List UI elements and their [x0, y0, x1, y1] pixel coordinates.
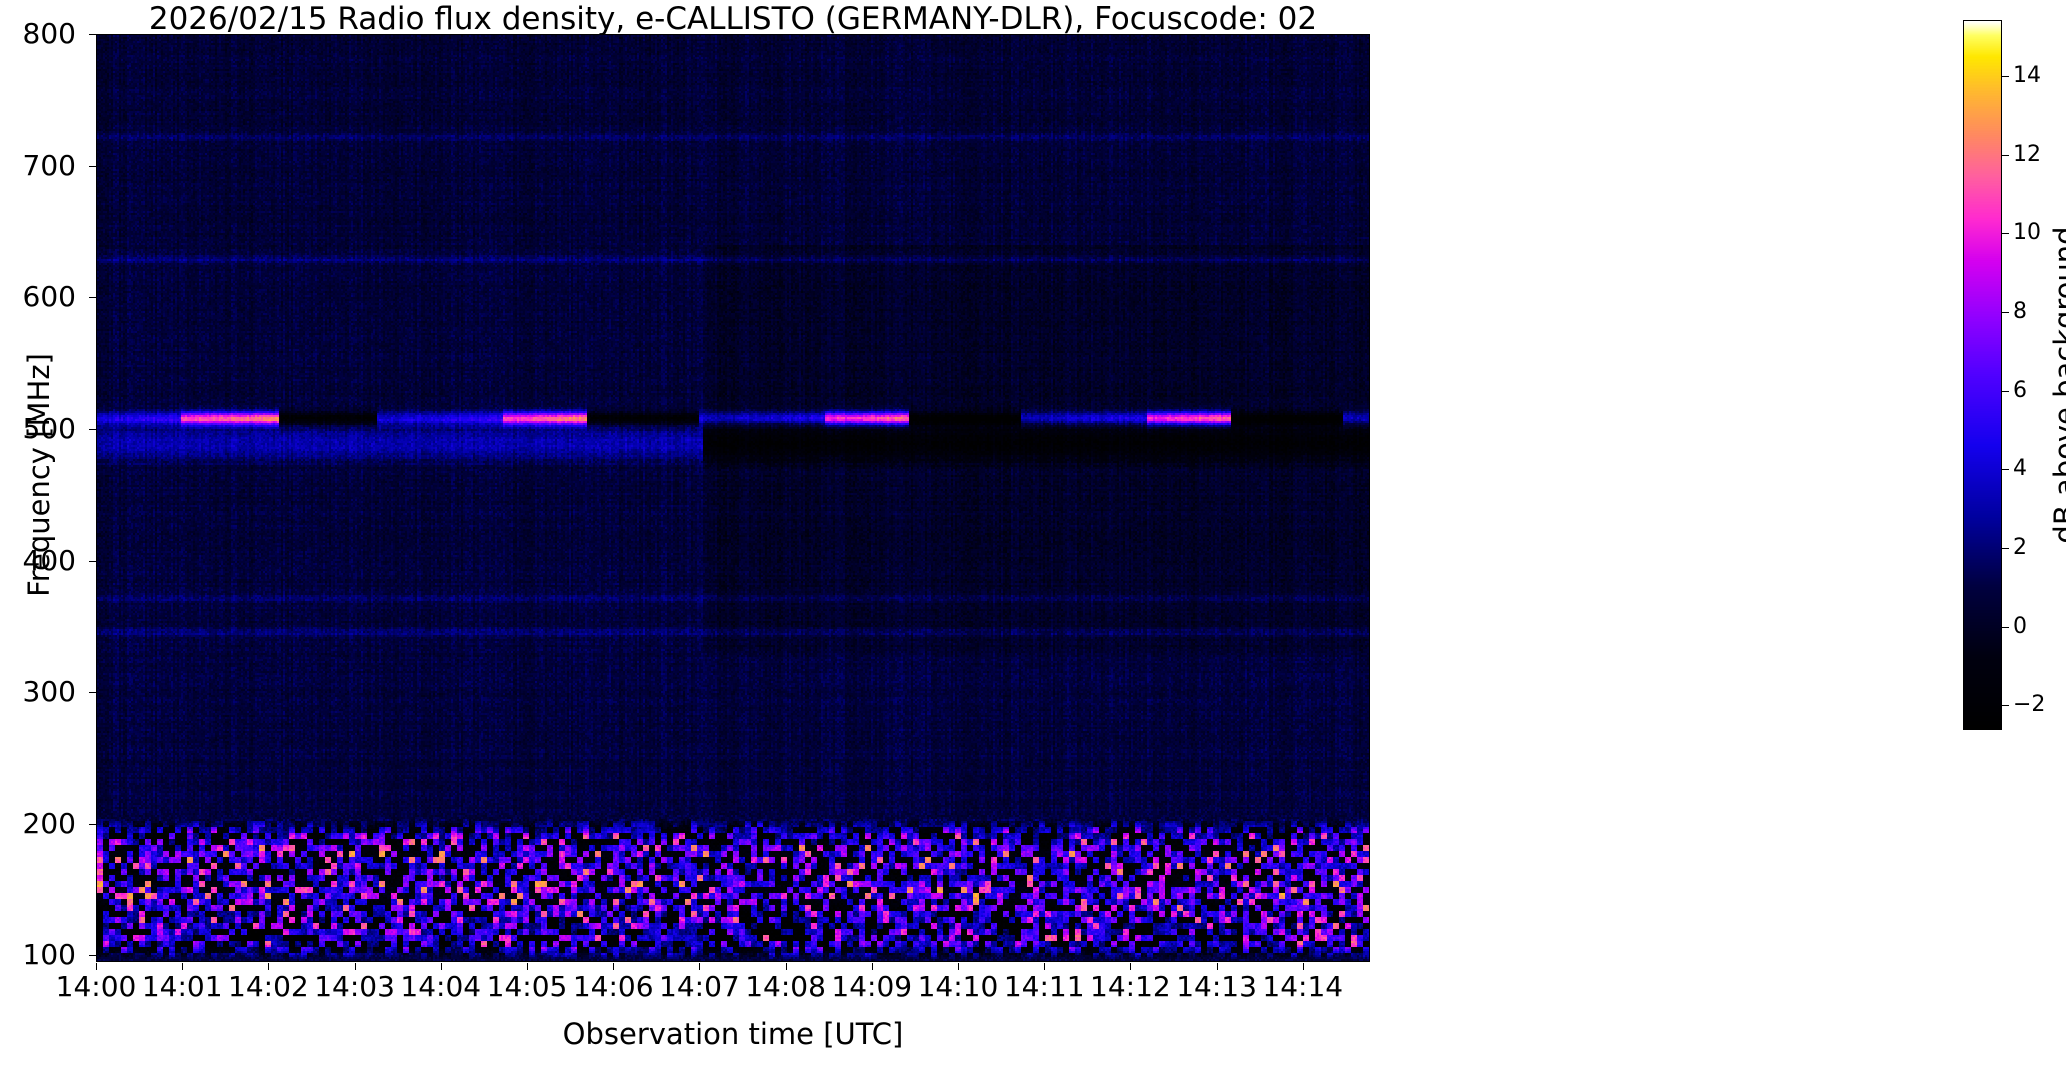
x-tick-label-14: 14:14	[1262, 970, 1344, 1003]
page-title: 2026/02/15 Radio flux density, e-CALLIST…	[148, 1, 1318, 37]
x-tick-label-9: 14:09	[831, 970, 913, 1003]
x-tick-label-4: 14:04	[400, 970, 482, 1003]
colorbar-tick-label-3: 8	[2013, 299, 2027, 325]
colorbar-tick-mark-1	[2002, 154, 2009, 156]
y-tick-label-600: 600	[22, 280, 76, 314]
y-tick-label-800: 800	[22, 17, 76, 50]
spectrogram-axes[interactable]	[96, 34, 1370, 962]
x-tick-mark-0	[96, 963, 97, 970]
colorbar-tick-label-1: 12	[2013, 141, 2041, 167]
y-tick-label-400: 400	[22, 543, 76, 577]
x-tick-mark-3	[354, 963, 356, 970]
y-tick-mark-400	[89, 560, 96, 562]
colorbar-tick-label-5: 4	[2013, 456, 2027, 482]
y-tick-label-100: 100	[22, 938, 76, 972]
x-tick-mark-11	[1044, 963, 1046, 970]
colorbar-tick-mark-5	[2002, 469, 2009, 471]
x-tick-mark-9	[871, 963, 873, 970]
x-tick-label-7: 14:07	[659, 970, 740, 1003]
colorbar[interactable]	[1963, 20, 2002, 730]
y-tick-label-500: 500	[22, 411, 76, 445]
colorbar-tick-group: 14 12 10 8 6 4 2 0 −2	[1963, 20, 2066, 730]
y-tick-mark-100	[89, 955, 96, 957]
colorbar-gradient	[1964, 21, 2001, 729]
x-tick-mark-7	[699, 963, 701, 970]
x-axis-tick-group: 14:00 14:01 14:02 14:03 14:04 14:05 14:06 14:07…	[56, 963, 1370, 1009]
x-tick-mark-14	[1302, 963, 1304, 970]
colorbar-tick-label-4: 6	[2013, 377, 2027, 403]
x-tick-label-0: 14:00	[55, 970, 137, 1003]
y-tick-label-200: 200	[22, 806, 76, 840]
x-tick-label-2: 14:02	[228, 970, 309, 1003]
colorbar-tick-label-2: 10	[2013, 220, 2041, 246]
x-tick-mark-12	[1130, 963, 1132, 970]
colorbar-tick-label-0: 14	[2013, 63, 2041, 89]
x-tick-label-3: 14:03	[314, 970, 395, 1003]
y-tick-mark-600	[89, 297, 96, 299]
x-tick-mark-6	[613, 963, 615, 970]
y-tick-mark-300	[89, 692, 96, 694]
x-tick-mark-8	[785, 963, 787, 970]
y-tick-mark-200	[89, 823, 96, 825]
y-tick-label-300: 300	[22, 675, 76, 709]
x-tick-label-10: 14:10	[917, 970, 999, 1003]
colorbar-tick-label-6: 2	[2013, 535, 2027, 561]
y-tick-mark-800	[89, 34, 96, 35]
x-tick-label-6: 14:06	[572, 970, 654, 1003]
colorbar-tick-label-7: 0	[2013, 613, 2027, 639]
colorbar-tick-mark-3	[2002, 312, 2009, 314]
x-tick-mark-13	[1216, 963, 1218, 970]
colorbar-tick-mark-8	[2002, 705, 2009, 707]
colorbar-label: dB above background	[2048, 226, 2066, 544]
x-tick-mark-1	[182, 963, 184, 970]
x-tick-label-8: 14:08	[745, 970, 826, 1003]
x-tick-label-1: 14:01	[141, 970, 223, 1003]
x-tick-mark-2	[268, 963, 270, 970]
spectrogram-image[interactable]	[97, 35, 1369, 961]
y-tick-mark-700	[89, 165, 96, 167]
x-tick-mark-10	[957, 963, 959, 970]
x-tick-label-5: 14:05	[486, 970, 568, 1003]
x-tick-label-11: 14:11	[1003, 970, 1085, 1003]
colorbar-tick-label-8: −2	[2013, 692, 2046, 718]
x-axis-label: Observation time [UTC]	[562, 1017, 904, 1051]
colorbar-tick-mark-0	[2002, 76, 2009, 78]
colorbar-tick-mark-7	[2002, 626, 2009, 628]
colorbar-tick-mark-6	[2002, 548, 2009, 550]
x-tick-mark-5	[526, 963, 528, 970]
x-tick-mark-4	[440, 963, 442, 970]
x-tick-label-12: 14:12	[1090, 970, 1171, 1003]
colorbar-tick-mark-2	[2002, 233, 2009, 235]
y-axis-tick-group: 800 700 600 500 400 300 200 100	[0, 20, 96, 969]
colorbar-tick-mark-4	[2002, 390, 2009, 392]
y-tick-mark-500	[89, 428, 96, 430]
y-tick-label-700: 700	[22, 148, 76, 182]
x-tick-label-13: 14:13	[1176, 970, 1257, 1003]
